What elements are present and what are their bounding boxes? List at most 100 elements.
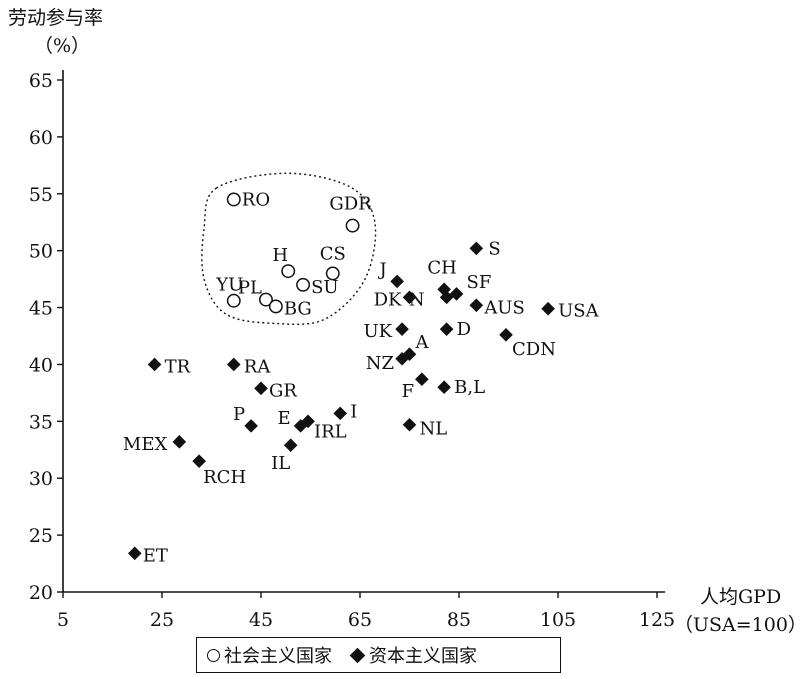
x-tick-label: 5 [57,609,69,631]
point-label: BG [284,298,312,319]
point-yu [226,293,241,308]
point-label: IRL [314,421,347,442]
point-bg [268,299,283,314]
x-tick-label: 85 [447,609,471,631]
y-tick-label: 45 [29,298,53,320]
point-label: N [409,289,425,310]
point-label: ET [143,545,168,566]
point-n [439,290,454,305]
point-mex [172,435,187,449]
point-cs [325,266,340,281]
point-h [281,264,296,279]
point-label: USA [558,301,600,322]
point-usa [541,301,555,316]
point-label: CDN [512,339,556,360]
cluster-outline [201,172,377,326]
point-et [127,546,142,561]
point-label: S [488,238,500,259]
legend-label-socialist: 社会主义国家 [224,646,332,667]
x-tick-label: 45 [249,609,273,631]
point-tr [147,357,162,372]
point-label: RA [244,356,272,377]
point-nl [402,417,417,432]
y-tick-label: 65 [29,70,53,92]
point-label: GDR [329,194,372,215]
point-b-l [437,380,451,394]
x-tick-label: 105 [540,609,576,631]
point-s [469,241,484,256]
point-a [402,347,417,362]
point-d [439,322,454,336]
point-label: CH [427,257,456,278]
point-gr [254,381,268,396]
x-axis-unit: （USA=100） [674,614,807,636]
point-label: F [402,381,415,402]
point-label: RCH [203,467,246,488]
data-marks [127,192,555,561]
axes: 20 25 30 35 40 45 50 55 60 65 5 25 45 65 85 105 125 [29,70,675,631]
point-gdr [345,218,360,233]
point-label: TR [165,356,191,377]
legend-item-socialist: 社会主义国家 [207,642,332,668]
point-label: AUS [483,297,525,318]
x-tick-label: 25 [150,609,174,631]
y-tick-label: 60 [29,127,53,149]
point-uk [395,322,409,336]
point-label: UK [363,321,392,342]
y-tick-label: 40 [29,354,53,376]
point-pl [259,292,273,307]
point-rch [192,454,206,468]
point-label: NL [420,419,448,440]
legend-label-capitalist: 资本主义国家 [369,646,477,667]
point-i [333,406,347,421]
point-ra [226,357,241,372]
point-label: J [378,259,387,280]
point-dk [402,290,417,305]
point-f [415,372,429,387]
point-label: H [272,245,288,266]
y-tick-label: 35 [29,411,53,433]
point-label: SF [467,272,492,293]
point-nz [395,351,409,366]
y-axis-unit: （%） [34,35,90,57]
point-su [296,277,311,292]
y-tick-label: 30 [29,468,53,490]
point-cdn [499,328,513,342]
y-tick-label: 25 [29,525,53,547]
point-label: DK [374,289,402,310]
point-aus [469,298,484,313]
point-label: PL [238,278,262,299]
point-label: A [415,332,430,353]
y-axis-title: 劳动参与率 [8,7,103,29]
point-ch [437,282,451,297]
x-axis-title: 人均GPD [700,586,781,608]
point-label: P [233,404,245,425]
legend-item-capitalist: 资本主义国家 [346,642,477,668]
point-label: CS [320,243,346,264]
filled-diamond-icon [349,647,366,663]
point-il [283,438,298,453]
point-p [244,419,258,433]
y-tick-label: 20 [29,582,53,604]
point-label: MEX [123,434,168,455]
point-label: I [350,401,357,422]
point-j [390,274,404,289]
socialist-cluster-outline [201,172,377,326]
legend: 社会主义国家 资本主义国家 [196,637,561,673]
point-label: NZ [366,353,394,374]
point-label: SU [311,277,339,298]
x-tick-label: 125 [639,609,675,631]
open-circle-icon [207,648,220,662]
point-label: YU [215,275,243,296]
point-label: B,L [454,377,485,398]
point-label: D [457,319,471,340]
point-label: E [277,408,290,429]
point-label: RO [242,189,270,210]
point-label: GR [269,380,297,401]
point-e [293,419,308,433]
point-label: IL [271,453,290,474]
y-tick-label: 55 [29,184,53,206]
x-tick-label: 65 [348,609,372,631]
